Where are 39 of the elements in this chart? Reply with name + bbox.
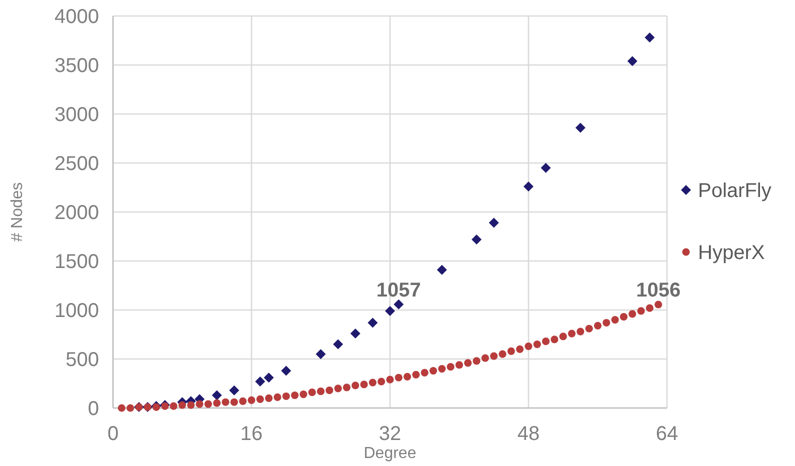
legend-label: PolarFly [698,180,772,202]
data-label: 1057 [376,279,421,302]
y-tick-label: 3500 [54,55,99,77]
y-axis-title: # Nodes [9,182,26,242]
y-tick-label: 4000 [54,6,99,28]
point [264,372,274,383]
point [255,376,266,387]
y-tick-label: 1000 [54,300,99,322]
point [627,56,638,66]
x-tick-label: 48 [517,423,540,445]
point [472,234,482,244]
y-tick-label: 0 [88,398,99,420]
point [212,390,222,400]
point [540,162,551,173]
legend-label: HyperX [698,242,765,264]
y-tick-label: 3000 [54,104,99,126]
x-tick-label: 16 [240,423,263,445]
x-tick-label: 32 [378,423,402,445]
data-label: 1056 [636,280,681,302]
point [229,385,240,396]
y-tick-label: 2500 [54,153,99,175]
y-tick-label: 2000 [54,202,99,224]
point [385,306,395,316]
point [350,328,360,339]
point [575,122,586,133]
point [524,182,534,192]
point [281,366,292,376]
point [368,318,378,328]
y-tick-label: 1500 [54,251,99,273]
x-axis-title: Degree [364,445,416,462]
point [316,349,326,360]
x-tick-label: 0 [107,423,119,445]
point [333,339,344,350]
point [394,299,404,310]
point [644,32,655,43]
x-tick-label: 64 [656,423,678,445]
point [436,264,447,275]
y-tick-label: 500 [66,349,99,371]
point [488,218,499,228]
